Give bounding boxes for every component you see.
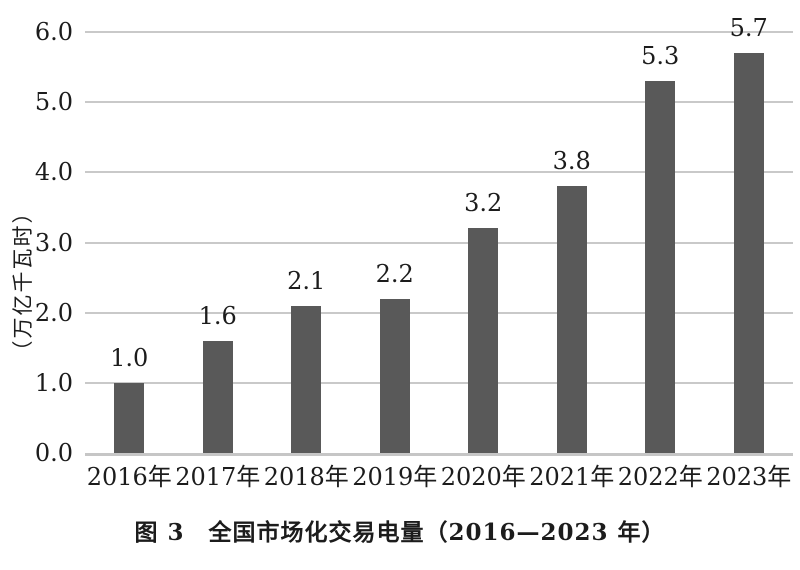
x-tick-label: 2022年 xyxy=(617,463,703,491)
bar-value-label: 3.2 xyxy=(464,189,503,218)
x-tick-label: 2019年 xyxy=(352,463,438,491)
y-tick-label: 1.0 xyxy=(34,368,73,397)
bar-value-label: 2.2 xyxy=(375,259,414,288)
bar-2022年 xyxy=(645,81,676,453)
y-axis-title: （万亿千瓦时） xyxy=(11,200,35,362)
bar-value-label: 2.1 xyxy=(287,266,326,295)
bar-value-label: 5.3 xyxy=(641,42,680,71)
gridline xyxy=(85,381,793,384)
bar-2018年 xyxy=(291,305,322,453)
gridline xyxy=(85,241,793,244)
bar-value-label: 3.8 xyxy=(552,147,591,176)
bar-value-label: 5.7 xyxy=(729,14,768,43)
bar-2016年 xyxy=(114,382,145,453)
x-tick-label: 2017年 xyxy=(175,463,261,491)
gridline xyxy=(85,311,793,314)
bar-2017年 xyxy=(202,340,233,453)
y-tick-label: 4.0 xyxy=(34,158,73,187)
y-tick-label: 6.0 xyxy=(34,18,73,46)
x-tick-label: 2016年 xyxy=(86,463,172,491)
figure-caption: 图 3 全国市场化交易电量（2016—2023 年） xyxy=(134,519,666,546)
x-tick-label: 2018年 xyxy=(263,463,349,491)
y-tick-label: 5.0 xyxy=(34,88,73,117)
bar-value-label: 1.6 xyxy=(198,301,237,330)
bar-2023年 xyxy=(733,53,764,453)
x-tick-label: 2020年 xyxy=(440,463,526,491)
x-tick-label: 2023年 xyxy=(706,463,792,491)
bar-value-label: 1.0 xyxy=(110,343,149,372)
gridline xyxy=(85,101,793,104)
x-tick-label: 2021年 xyxy=(529,463,615,491)
bar-2019年 xyxy=(379,298,410,453)
gridline xyxy=(85,171,793,174)
y-tick-label: 0.0 xyxy=(34,439,73,467)
bar-2021年 xyxy=(556,186,587,453)
y-tick-label: 2.0 xyxy=(34,298,73,327)
y-tick-label: 3.0 xyxy=(34,228,73,257)
x-axis-line xyxy=(85,453,793,456)
gridline xyxy=(85,31,793,33)
bar-2020年 xyxy=(468,228,499,453)
